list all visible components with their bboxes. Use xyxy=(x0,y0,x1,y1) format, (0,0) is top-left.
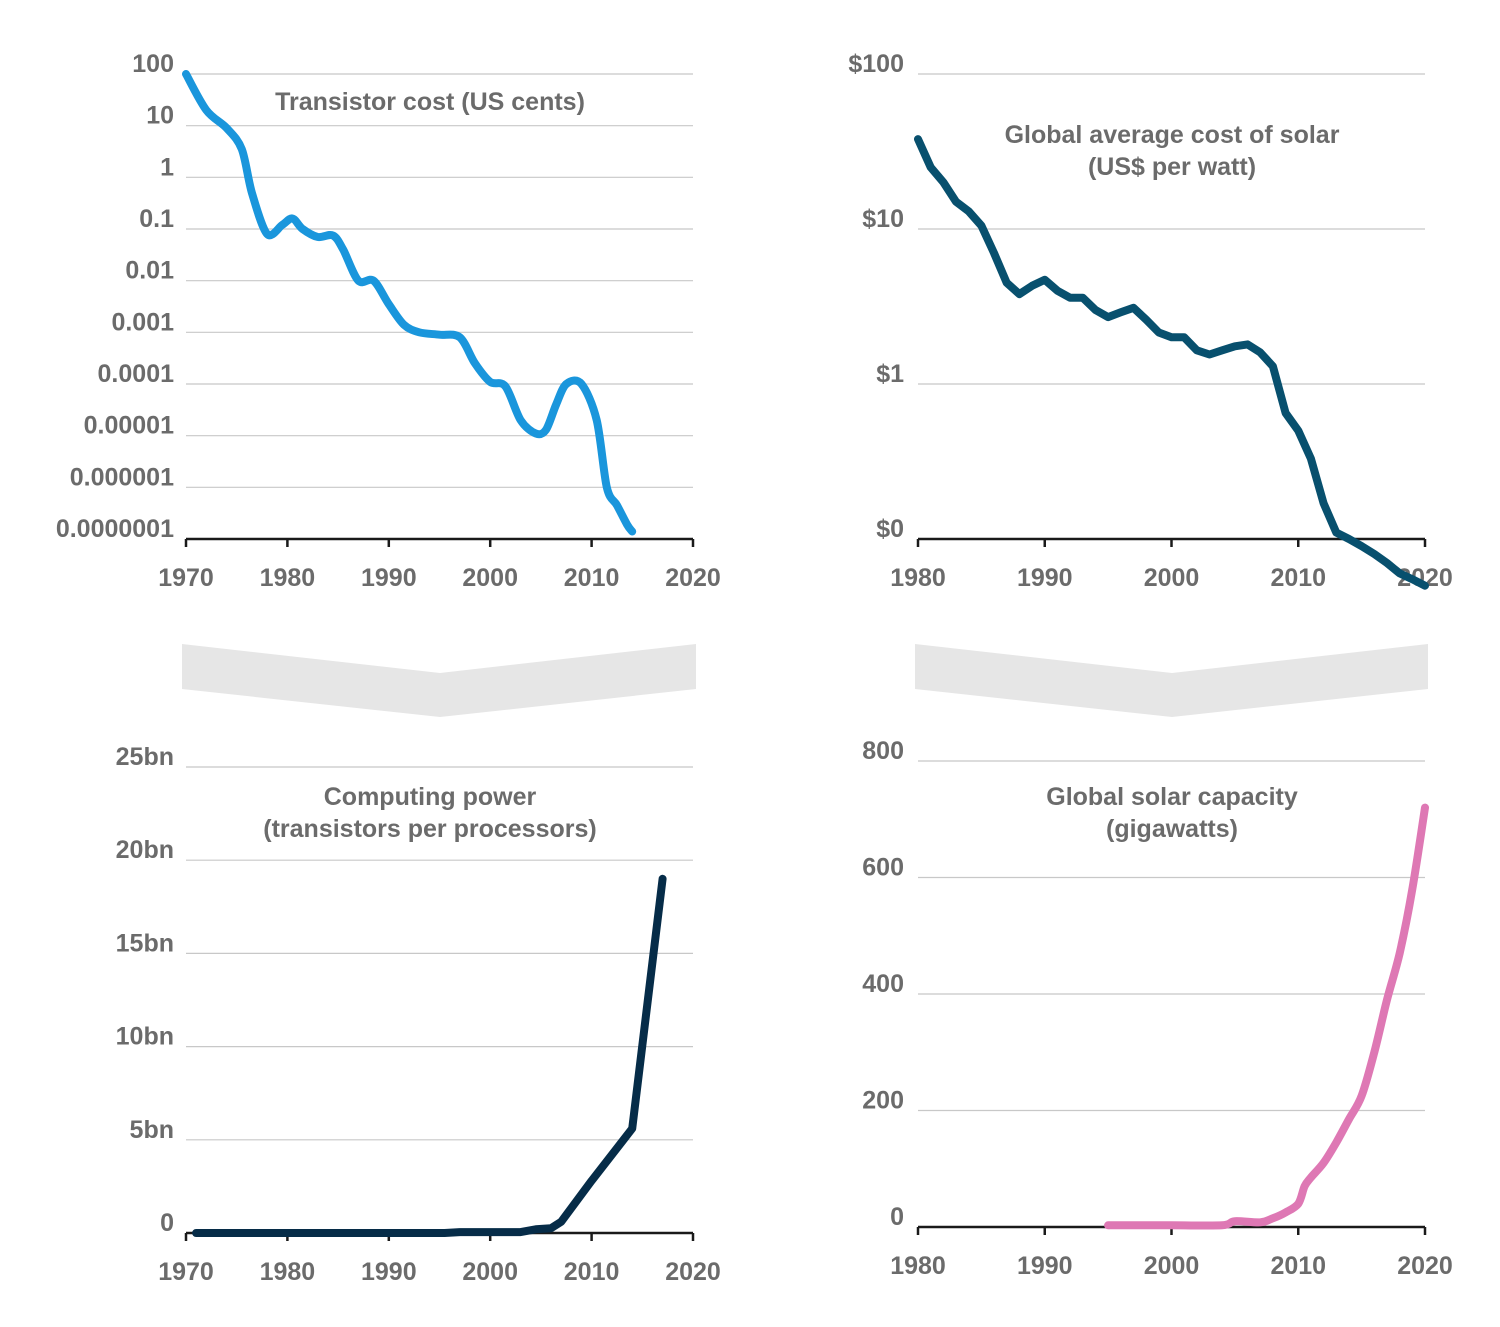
y-tick-label: 0 xyxy=(890,1203,904,1231)
y-tick-label: 10bn xyxy=(116,1023,174,1051)
computing-power-line xyxy=(192,874,667,1237)
x-tick-label: 1980 xyxy=(260,564,316,592)
arrow-down-right xyxy=(915,644,1428,717)
x-tick-label: 2000 xyxy=(1144,1252,1200,1280)
y-tick-label: 0.001 xyxy=(111,308,174,336)
y-tick-label: 10 xyxy=(146,102,174,130)
x-tick-label: 2020 xyxy=(665,564,721,592)
y-tick-label: 600 xyxy=(862,854,904,882)
chart-title-line: Computing power xyxy=(324,783,537,811)
x-tick-label: 2020 xyxy=(665,1258,721,1286)
x-tick-label: 2010 xyxy=(1270,1252,1326,1280)
arrow-down-left xyxy=(182,644,696,717)
x-tick-label: 1990 xyxy=(361,1258,417,1286)
chart-title-line: (transistors per processors) xyxy=(263,815,596,843)
computing-power-chart: 0 5bn 10bn 15bn 20bn 25bn 1970 1980 1990 2000 2010… xyxy=(116,743,721,1286)
solar-cost-line xyxy=(914,135,1429,590)
solar-capacity-line xyxy=(1104,803,1429,1230)
x-tick-label: 2000 xyxy=(462,1258,518,1286)
y-tick-label: 15bn xyxy=(116,929,174,957)
y-tick-label: 1 xyxy=(160,153,174,181)
y-tick-label: 800 xyxy=(862,737,904,765)
x-tick-label: 2020 xyxy=(1397,1252,1453,1280)
y-tick-label: 5bn xyxy=(130,1116,174,1144)
y-tick-label: 0.01 xyxy=(125,257,174,285)
y-tick-label: 0.0001 xyxy=(98,360,175,388)
x-tick-label: 1970 xyxy=(158,1258,214,1286)
x-tick-label: 2000 xyxy=(462,564,518,592)
transistor-cost-line xyxy=(182,70,637,536)
y-tick-label: 100 xyxy=(132,50,174,78)
x-tick-label: 1980 xyxy=(260,1258,316,1286)
y-tick-label: 25bn xyxy=(116,743,174,771)
y-tick-label: $10 xyxy=(862,205,904,233)
x-tick-label: 1990 xyxy=(361,564,417,592)
y-tick-label: 0.000001 xyxy=(70,463,174,491)
x-tick-label: 1980 xyxy=(890,564,946,592)
y-tick-label: 0 xyxy=(160,1209,174,1237)
y-tick-label: 400 xyxy=(862,970,904,998)
y-tick-label: 0.1 xyxy=(139,205,174,233)
chart-title-line: Global solar capacity xyxy=(1046,783,1298,811)
x-tick-label: 1990 xyxy=(1017,564,1073,592)
chart-title-line: (US$ per watt) xyxy=(1088,153,1256,181)
x-tick-label: 1980 xyxy=(890,1252,946,1280)
x-tick-label: 1990 xyxy=(1017,1252,1073,1280)
chart-title-line: Global average cost of solar xyxy=(1005,121,1340,149)
transistor-cost-chart: 100 10 1 0.1 0.01 0.001 0.0001 0.00001 0.000001 0… xyxy=(56,50,721,592)
y-tick-label: $0 xyxy=(876,515,904,543)
y-tick-label: 20bn xyxy=(116,836,174,864)
x-tick-label: 1970 xyxy=(158,564,214,592)
chart-title-line: Transistor cost (US cents) xyxy=(275,88,585,116)
y-tick-label: $1 xyxy=(876,360,904,388)
x-tick-label: 2010 xyxy=(564,564,620,592)
x-tick-label: 2010 xyxy=(564,1258,620,1286)
solar-capacity-chart: 0 200 400 600 800 1980 1990 2000 2010 2020 Global … xyxy=(862,737,1453,1280)
chart-title-line: (gigawatts) xyxy=(1106,815,1238,843)
y-tick-label: 200 xyxy=(862,1087,904,1115)
y-tick-label: 0.00001 xyxy=(84,412,174,440)
y-tick-label: $100 xyxy=(848,50,904,78)
x-tick-label: 2000 xyxy=(1144,564,1200,592)
y-tick-label: 0.0000001 xyxy=(56,515,174,543)
x-tick-label: 2010 xyxy=(1270,564,1326,592)
